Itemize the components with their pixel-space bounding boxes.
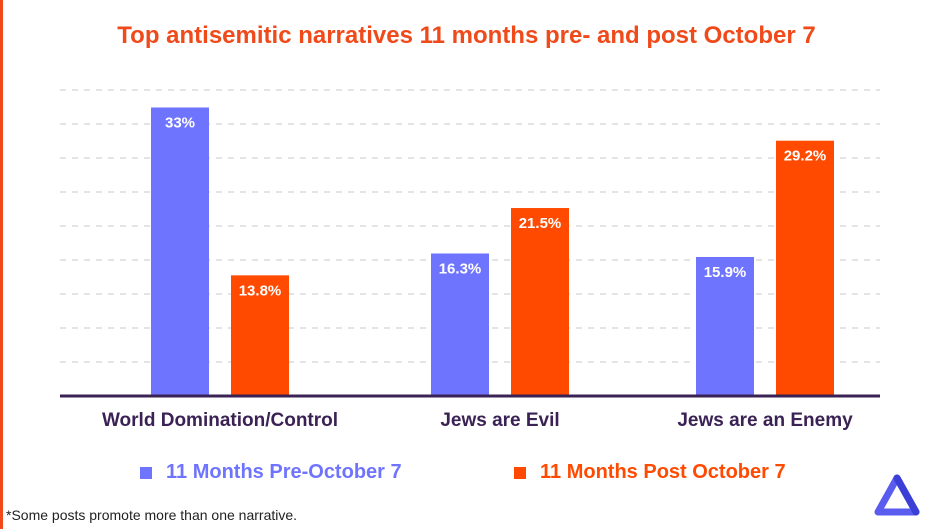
footnote: *Some posts promote more than one narrat… (6, 507, 298, 523)
bar (511, 208, 569, 396)
bar (431, 253, 489, 396)
x-tick-label: Jews are Evil (440, 410, 559, 431)
chart-title: Top antisemitic narratives 11 months pre… (117, 22, 816, 49)
bar-data-label: 16.3% (439, 260, 482, 277)
legend-label-post: 11 Months Post October 7 (540, 461, 786, 483)
bar-chart: 33% 13.8% World Domination/Control 16.3% 21.… (60, 89, 880, 431)
bar-data-label: 33% (165, 114, 195, 131)
bar-data-label: 21.5% (519, 215, 562, 232)
bar-data-label: 15.9% (704, 264, 747, 281)
x-tick-label: Jews are an Enemy (677, 410, 853, 431)
bar-data-label: 13.8% (239, 282, 282, 299)
legend-swatch-post (514, 466, 526, 479)
bar (151, 107, 209, 396)
bar (231, 275, 289, 396)
bar (696, 256, 754, 396)
triangle-logo-icon (874, 474, 920, 516)
legend-item-post: 11 Months Post October 7 (514, 461, 786, 484)
legend-label-pre: 11 Months Pre-October 7 (166, 461, 402, 483)
legend-item-pre: 11 Months Pre-October 7 (140, 461, 402, 484)
bar-data-label: 29.2% (784, 148, 827, 165)
x-tick-label: World Domination/Control (102, 410, 338, 431)
bar (776, 140, 834, 396)
legend-swatch-pre (140, 466, 152, 479)
